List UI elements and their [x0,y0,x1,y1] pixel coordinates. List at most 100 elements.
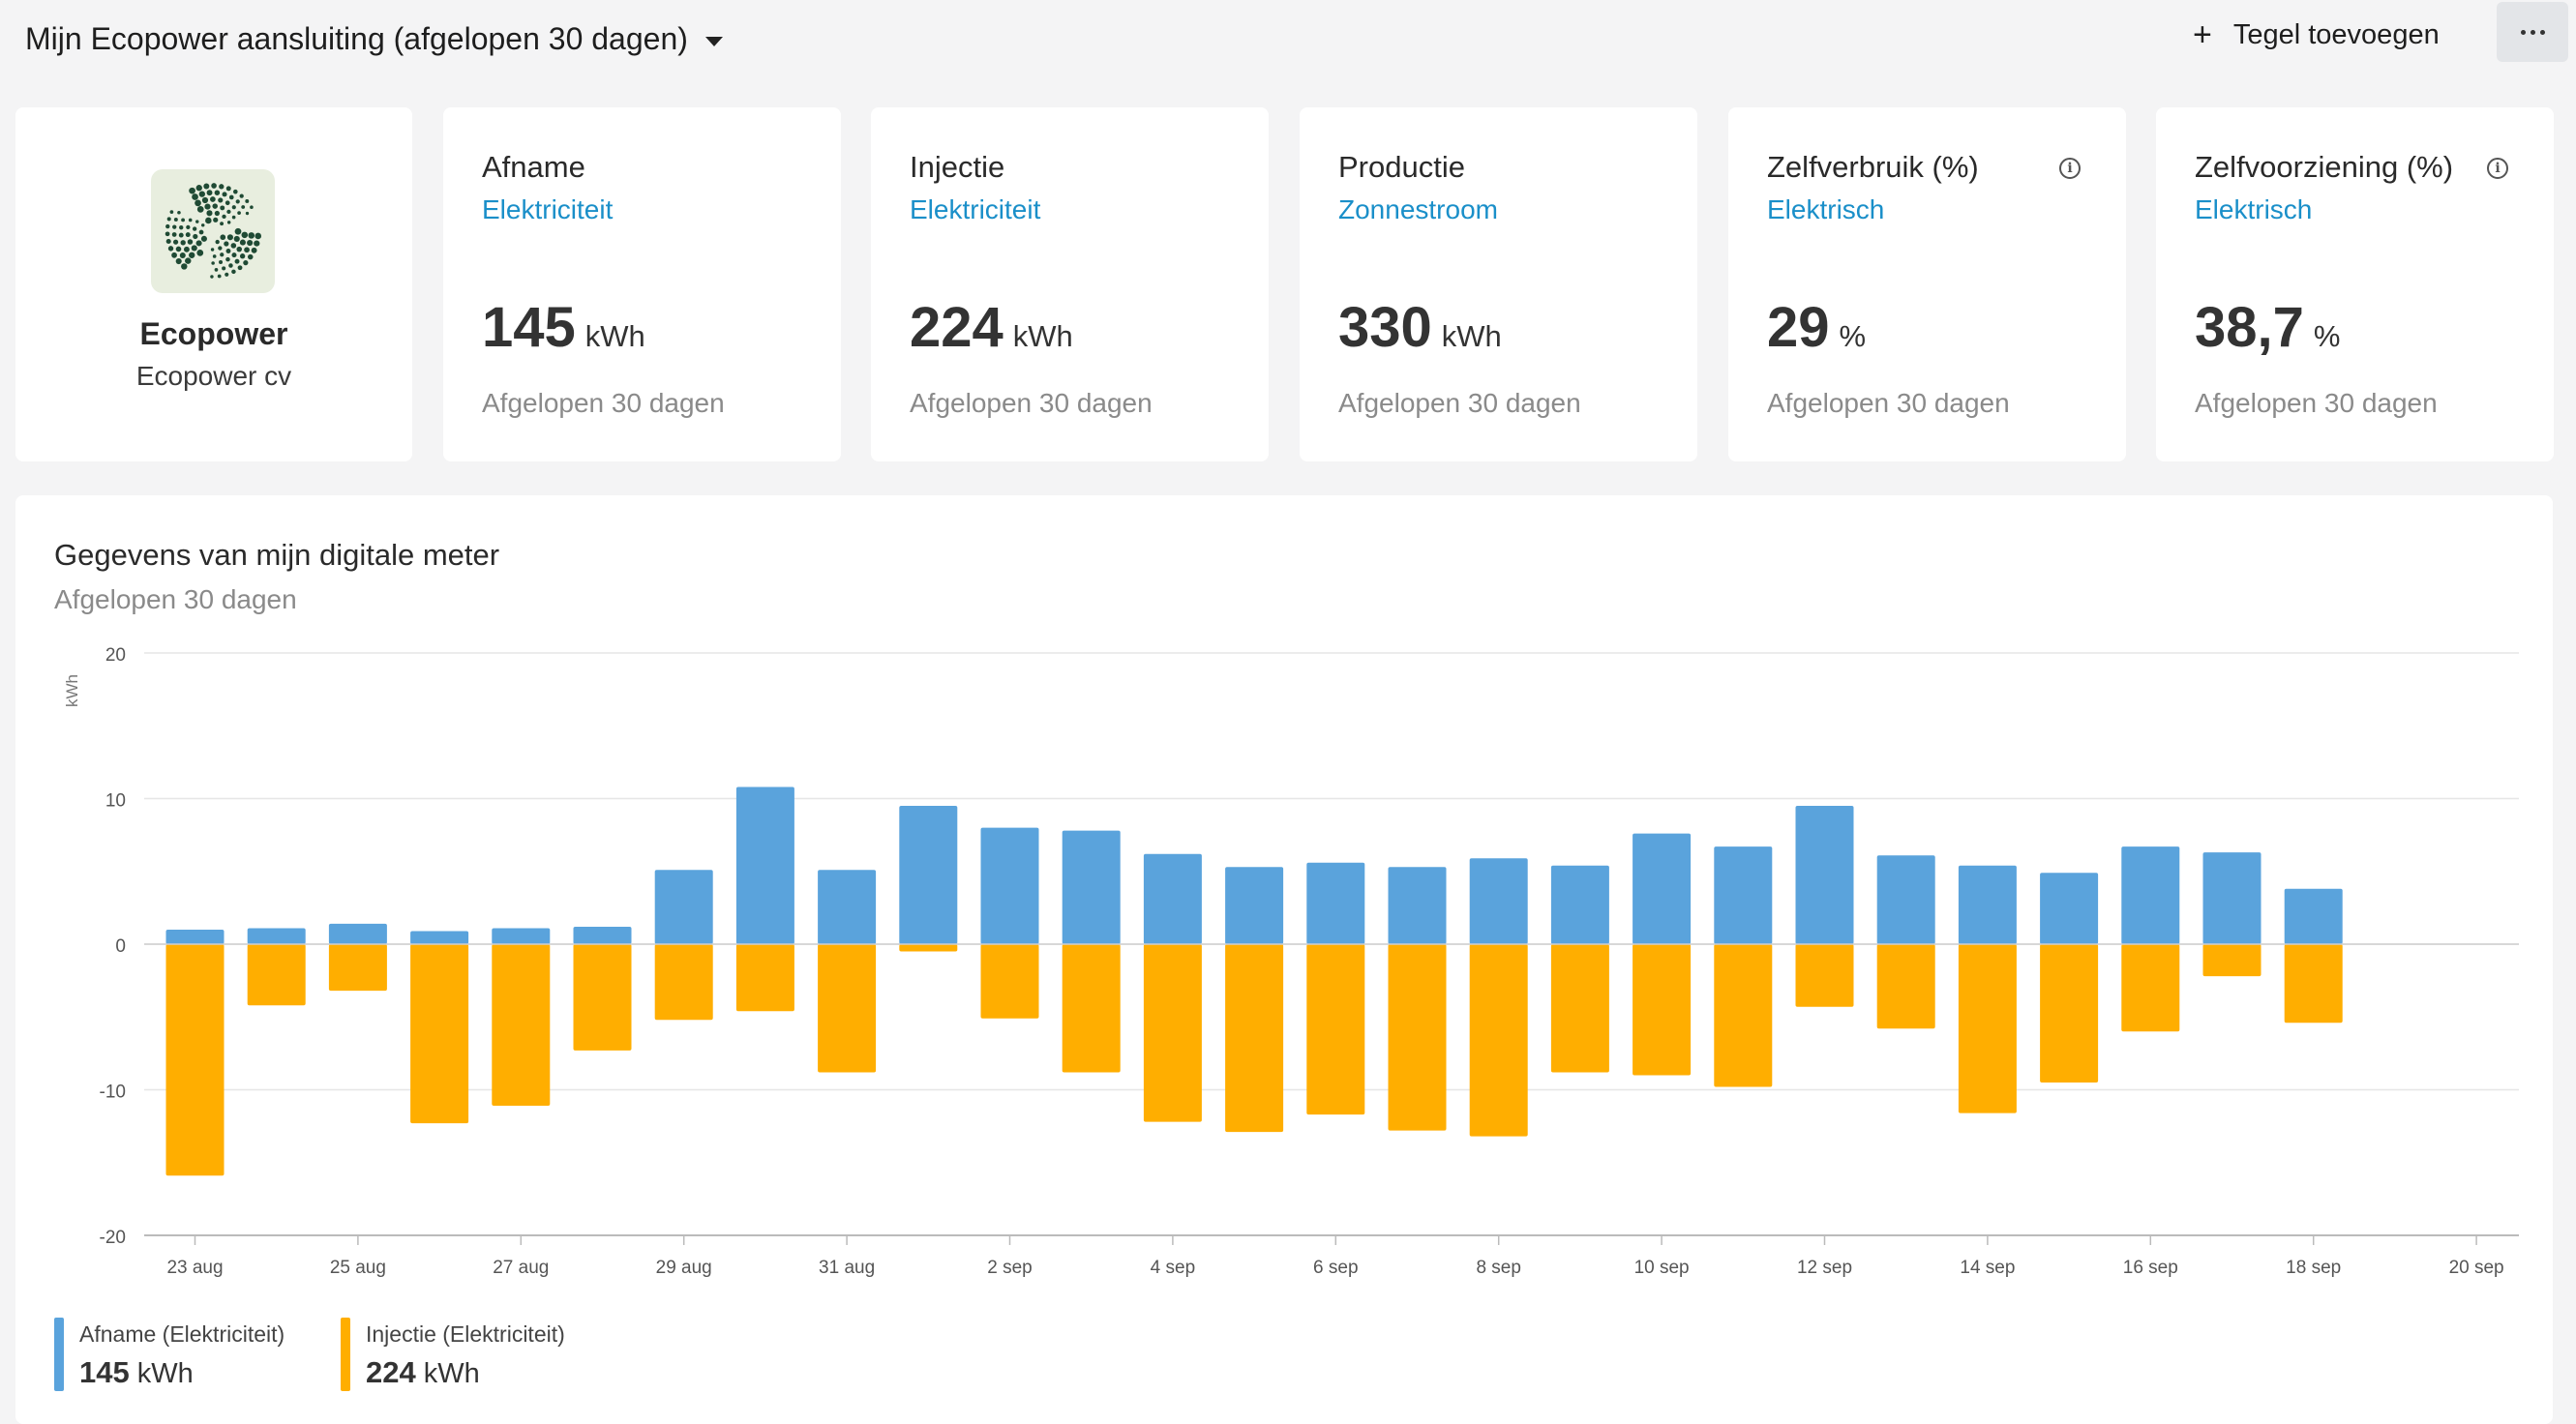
card-value: 29% [1767,295,1866,360]
bar-injectie[interactable] [1062,944,1121,1073]
bar-afname[interactable] [328,923,387,944]
bar-injectie[interactable] [735,944,794,1012]
legend-item-afname[interactable]: Afname (Elektriciteit) 145 kWh [54,1318,285,1391]
more-options-button[interactable] [2497,2,2568,62]
y-tick-label: 20 [105,645,126,666]
bar-afname[interactable] [818,870,877,944]
bar-injectie[interactable] [2202,944,2261,977]
card-period: Afgelopen 30 dagen [910,388,1153,418]
bar-afname[interactable] [1714,846,1773,944]
brand-name: Ecopower [139,316,288,351]
metric-card-zelfvoorziening[interactable]: Zelfvoorziening (%) i Elektrisch 38,7% A… [2156,107,2554,461]
card-title: Productie [1338,150,1465,184]
info-icon[interactable]: i [2487,158,2508,179]
page-title: Mijn Ecopower aansluiting (afgelopen 30 … [25,21,688,56]
bar-injectie[interactable] [1143,944,1202,1122]
bar-injectie[interactable] [247,944,306,1006]
bar-afname[interactable] [410,931,469,944]
x-tick-label: 2 sep [987,1258,1032,1278]
bar-afname[interactable] [2040,873,2099,944]
bar-injectie[interactable] [1632,944,1692,1076]
bar-afname[interactable] [2284,888,2343,944]
value-unit: kWh [1012,319,1073,353]
bar-afname[interactable] [1469,858,1528,944]
info-icon[interactable]: i [2059,158,2081,179]
card-value: 224 kWh [910,295,1073,360]
bar-injectie[interactable] [1306,944,1365,1115]
bar-injectie[interactable] [1469,944,1528,1137]
bar-injectie[interactable] [899,944,958,952]
legend-item-injectie[interactable]: Injectie (Elektriciteit) 224 kWh [341,1318,565,1391]
bar-afname[interactable] [1958,865,2017,944]
bar-injectie[interactable] [328,944,387,992]
x-tick-label: 27 aug [493,1258,549,1278]
bar-afname[interactable] [1795,806,1854,944]
bar-injectie[interactable] [1958,944,2017,1113]
bar-injectie[interactable] [573,944,632,1051]
bar-injectie[interactable] [410,944,469,1124]
bar-afname[interactable] [1388,867,1447,944]
bar-afname[interactable] [1225,867,1284,944]
x-tick-label: 23 aug [166,1258,223,1278]
bar-injectie[interactable] [1388,944,1447,1131]
bar-afname[interactable] [492,928,551,944]
bar-afname[interactable] [899,806,958,944]
metric-card-afname[interactable]: Afname Elektriciteit 145 kWh Afgelopen 30… [443,107,841,461]
x-tick-label: 6 sep [1313,1258,1358,1278]
bar-afname[interactable] [573,926,632,944]
bar-injectie[interactable] [1550,944,1609,1073]
legend-value: 145 [79,1355,130,1389]
bar-afname[interactable] [1306,862,1365,944]
bar-injectie[interactable] [1714,944,1773,1087]
bar-afname[interactable] [165,929,225,944]
value-number: 330 [1338,296,1432,359]
bar-injectie[interactable] [492,944,551,1107]
card-subtitle: Elektrisch [2195,194,2313,224]
bar-injectie[interactable] [1876,944,1935,1029]
bar-injectie[interactable] [1795,944,1854,1007]
value-unit: % [1839,319,1867,353]
bar-afname[interactable] [1632,833,1692,944]
value-number: 145 [482,296,576,359]
x-tick-label: 12 sep [1797,1258,1852,1278]
connection-selector[interactable]: Mijn Ecopower aansluiting (afgelopen 30 … [25,21,723,57]
bar-afname[interactable] [735,786,794,944]
metric-card-injectie[interactable]: Injectie Elektriciteit 224 kWh Afgelopen … [871,107,1269,461]
bar-afname[interactable] [654,870,713,944]
bar-afname[interactable] [1876,855,1935,944]
card-title: Afname [482,150,585,184]
bar-injectie[interactable] [2121,944,2180,1032]
bar-afname[interactable] [1550,865,1609,944]
bar-injectie[interactable] [2040,944,2099,1083]
add-tile-button[interactable]: + Tegel toevoegen [2193,14,2440,56]
bar-injectie[interactable] [165,944,225,1176]
card-subtitle: Elektriciteit [910,194,1041,224]
x-tick-label: 16 sep [2123,1258,2178,1278]
metric-card-zelfverbruik[interactable]: Zelfverbruik (%) i Elektrisch 29% Afgelo… [1728,107,2126,461]
bar-afname[interactable] [2202,852,2261,944]
bar-injectie[interactable] [654,944,713,1021]
bar-afname[interactable] [980,827,1039,944]
bar-injectie[interactable] [818,944,877,1073]
bar-injectie[interactable] [980,944,1039,1019]
x-tick-label: 29 aug [656,1258,712,1278]
x-tick-label: 14 sep [1960,1258,2015,1278]
card-title: Zelfvoorziening (%) [2195,150,2454,184]
card-period: Afgelopen 30 dagen [1767,388,2010,418]
top-bar: Mijn Ecopower aansluiting (afgelopen 30 … [0,0,2576,87]
legend-label: Afname (Elektriciteit) [79,1321,285,1347]
x-tick-label: 20 sep [2449,1258,2504,1278]
x-tick-label: 31 aug [819,1258,875,1278]
bar-afname[interactable] [2121,846,2180,944]
bar-afname[interactable] [247,928,306,944]
value-number: 29 [1767,296,1830,359]
metric-card-productie[interactable]: Productie Zonnestroom 330 kWh Afgelopen 3… [1300,107,1697,461]
card-value: 330 kWh [1338,295,1502,360]
legend-unit: kWh [136,1358,194,1389]
bar-afname[interactable] [1062,830,1121,944]
bar-afname[interactable] [1143,853,1202,944]
bar-injectie[interactable] [2284,944,2343,1024]
y-tick-label: 10 [105,791,126,812]
value-unit: % [2313,319,2341,353]
bar-injectie[interactable] [1225,944,1284,1133]
